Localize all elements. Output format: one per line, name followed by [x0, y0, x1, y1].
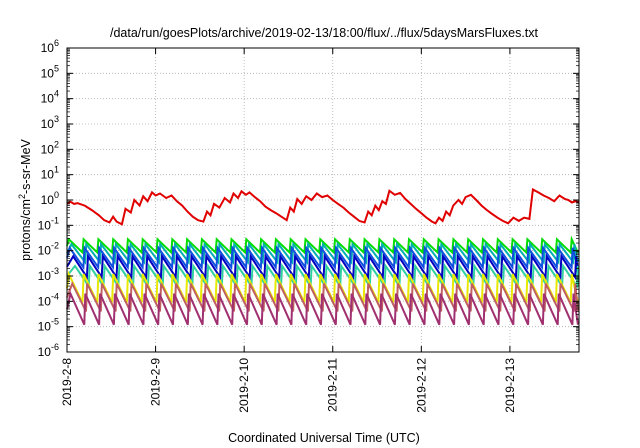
series-line-2	[66, 241, 579, 265]
x-tick-label: 2019-2-9	[149, 358, 163, 406]
series-line-0	[66, 187, 580, 226]
y-tick-label: 10-1	[38, 215, 59, 232]
y-axis-ticks: 10-610-510-410-310-210-11001011021031041…	[38, 38, 579, 359]
series-line-3	[66, 244, 579, 271]
y-tick-base: 10	[41, 168, 55, 182]
y-tick-base: 10	[38, 320, 52, 334]
y-tick-exponent: -2	[51, 241, 59, 251]
x-tick-label: 2019-2-13	[503, 358, 517, 413]
y-tick-label: 10-6	[38, 342, 59, 359]
y-tick-base: 10	[41, 193, 55, 207]
y-tick-label: 10-5	[38, 317, 59, 334]
y-tick-base: 10	[38, 218, 52, 232]
y-tick-base: 10	[41, 92, 55, 106]
y-tick-base: 10	[41, 66, 55, 80]
x-axis-label: Coordinated Universal Time (UTC)	[228, 431, 420, 445]
x-tick-label: 2019-2-8	[60, 358, 74, 406]
y-tick-base: 10	[41, 117, 55, 131]
y-tick-exponent: 0	[54, 190, 59, 200]
series-group	[66, 187, 580, 326]
x-tick-label: 2019-2-11	[326, 358, 340, 412]
series-line-8	[66, 290, 579, 326]
y-tick-base: 10	[41, 41, 55, 55]
x-tick-label: 2019-2-12	[414, 358, 428, 413]
y-tick-exponent: -4	[51, 291, 59, 301]
chart-title: /data/run/goesPlots/archive/2019-02-13/1…	[110, 26, 539, 40]
y-tick-label: 104	[41, 89, 59, 106]
y-tick-exponent: -6	[51, 342, 59, 352]
y-tick-label: 10-4	[38, 291, 59, 308]
y-tick-exponent: -3	[51, 266, 59, 276]
y-tick-exponent: 6	[54, 38, 59, 48]
y-tick-exponent: 5	[54, 63, 59, 73]
y-tick-label: 100	[41, 190, 59, 207]
y-tick-exponent: -1	[51, 215, 59, 225]
y-axis-label: protons/cm2-s-sr-MeV	[17, 138, 33, 260]
y-tick-exponent: -5	[51, 317, 59, 327]
y-tick-exponent: 4	[54, 89, 59, 99]
y-tick-label: 105	[41, 63, 59, 80]
y-tick-label: 106	[41, 38, 59, 55]
y-axis-label-main: protons/cm	[19, 199, 33, 261]
y-tick-base: 10	[38, 244, 52, 258]
y-tick-base: 10	[38, 345, 52, 359]
y-tick-base: 10	[38, 269, 52, 283]
y-tick-label: 103	[41, 114, 59, 131]
y-tick-label: 10-2	[38, 241, 59, 258]
y-tick-label: 102	[41, 139, 59, 156]
y-tick-base: 10	[38, 294, 52, 308]
series-line-7	[66, 281, 579, 312]
y-tick-label: 10-3	[38, 266, 59, 283]
series-line-1	[66, 235, 579, 255]
series-line-4	[66, 253, 579, 281]
x-axis-ticks: 2019-2-8 2019-2-9 2019-2-10 2019-2-11 2019-2…	[60, 48, 517, 413]
y-tick-label: 101	[41, 165, 59, 182]
y-axis-label-rest: -s-sr-MeV	[19, 138, 33, 194]
y-tick-exponent: 2	[54, 139, 59, 149]
y-axis-label-sup: 2	[17, 194, 27, 199]
y-tick-exponent: 1	[54, 165, 59, 175]
y-tick-exponent: 3	[54, 114, 59, 124]
x-tick-label: 2019-2-10	[237, 358, 251, 413]
y-tick-base: 10	[41, 142, 55, 156]
